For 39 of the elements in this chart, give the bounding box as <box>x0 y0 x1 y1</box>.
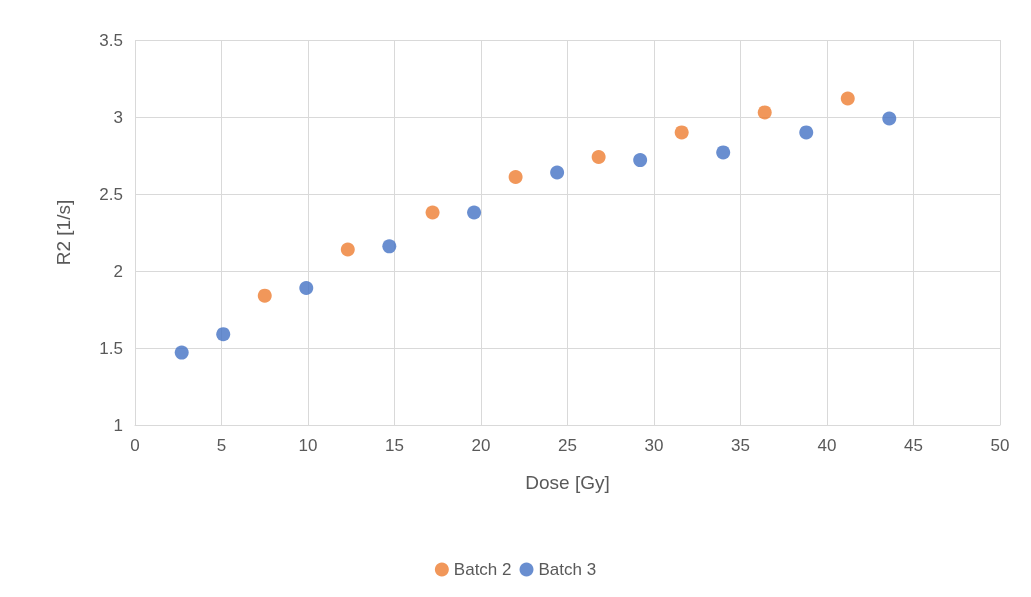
x-tick-label: 25 <box>558 436 577 455</box>
point <box>550 165 565 180</box>
point <box>382 239 397 254</box>
point <box>425 205 440 220</box>
y-tick-label: 3 <box>113 107 123 127</box>
x-tick-label: 50 <box>990 436 1010 455</box>
y-tick-label: 3.5 <box>99 30 123 50</box>
point <box>882 111 897 126</box>
x-tick-label: 40 <box>817 436 837 455</box>
legend-label: Batch 2 <box>453 560 512 579</box>
point <box>340 242 355 257</box>
point <box>508 170 523 185</box>
point <box>757 105 772 120</box>
point <box>257 288 272 303</box>
x-axis-title: Dose [Gy] <box>525 472 610 493</box>
legend-label: Batch 3 <box>538 560 597 579</box>
point <box>591 150 606 165</box>
y-tick-label: 1 <box>113 415 123 435</box>
y-tick-label: 2 <box>113 261 123 281</box>
x-tick-label: 10 <box>298 436 318 455</box>
x-tick-label: 20 <box>471 436 491 455</box>
x-tick-label: 5 <box>216 436 227 455</box>
x-tick-label: 15 <box>385 436 404 455</box>
point <box>716 145 731 160</box>
point <box>674 125 689 140</box>
point <box>216 327 231 342</box>
y-axis-title: R2 [1/s] <box>53 199 74 266</box>
y-tick-label: 1.5 <box>99 338 123 358</box>
point <box>840 91 855 106</box>
point <box>174 345 189 360</box>
x-tick-label: 35 <box>731 436 750 455</box>
point <box>467 205 482 220</box>
point <box>633 153 648 168</box>
point <box>799 125 814 140</box>
x-tick-label: 0 <box>130 436 140 455</box>
x-tick-label: 30 <box>644 436 664 455</box>
point <box>299 280 314 295</box>
x-tick-label: 45 <box>904 436 923 455</box>
y-tick-label: 2.5 <box>99 184 123 204</box>
